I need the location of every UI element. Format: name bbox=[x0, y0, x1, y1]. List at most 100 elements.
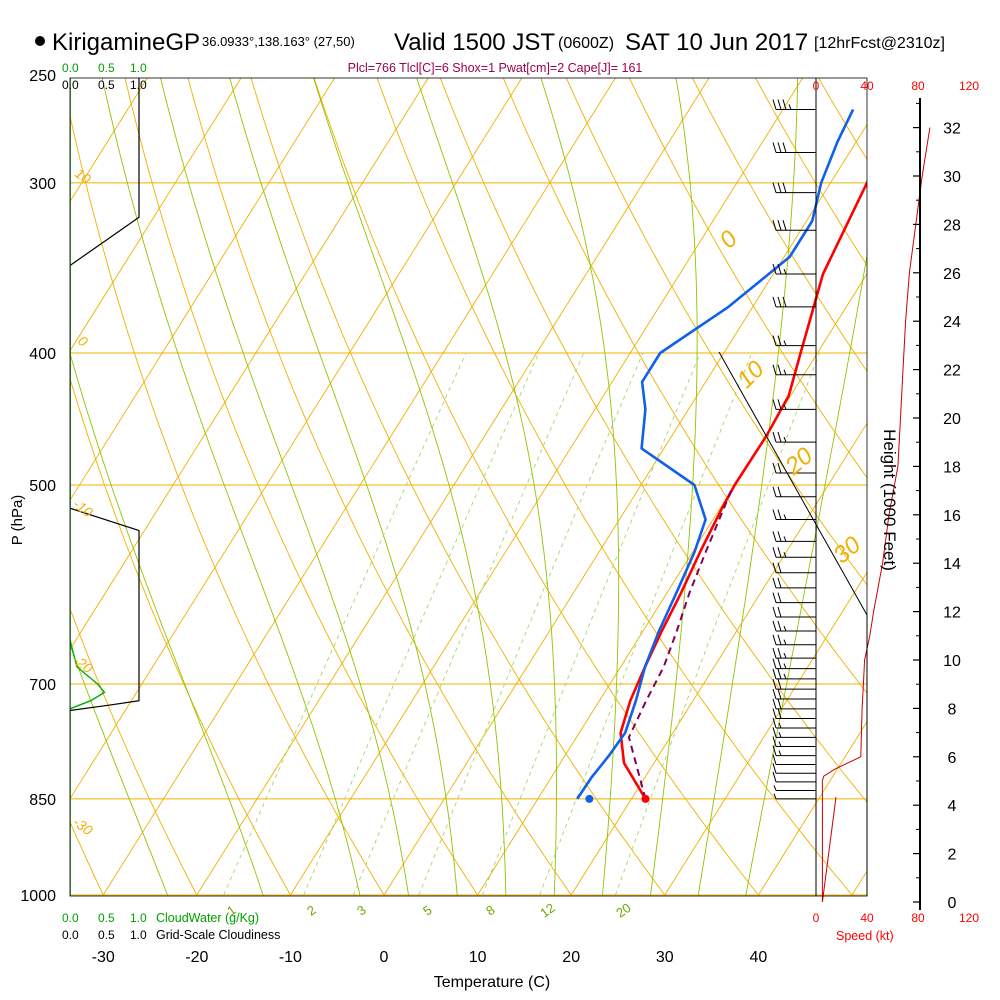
valid-date: SAT 10 Jun 2017 bbox=[625, 29, 808, 56]
cloudwater-scale-bottom: 1.0 bbox=[130, 911, 147, 925]
wind-barb-feather bbox=[777, 658, 782, 669]
height-tick-label: 4 bbox=[948, 798, 957, 815]
cloudwater-line bbox=[70, 78, 106, 895]
height-tick-label: 16 bbox=[943, 508, 961, 525]
cloudiness-line bbox=[70, 78, 140, 712]
wind-barb bbox=[772, 771, 816, 783]
isotherm-line bbox=[102, 78, 616, 896]
wind-barb bbox=[772, 745, 816, 757]
wind-barb bbox=[772, 698, 816, 710]
wind-barb bbox=[772, 668, 816, 680]
wind-barb-feather bbox=[777, 562, 782, 573]
wind-barb bbox=[772, 547, 816, 558]
wind-barb-feather bbox=[772, 577, 777, 589]
wind-barb-feather bbox=[772, 688, 777, 700]
wind-barb-feather bbox=[782, 220, 787, 231]
wind-barb bbox=[772, 220, 816, 231]
wind-barb-half-feather bbox=[788, 104, 792, 110]
plot-border bbox=[69, 77, 868, 897]
dry-adiabat bbox=[124, 78, 479, 896]
wind-barb-half-feather bbox=[778, 732, 782, 738]
mixing-ratio-line bbox=[223, 352, 467, 896]
mixing-ratio-line bbox=[418, 352, 644, 896]
wind-barb-feather bbox=[782, 142, 787, 153]
wind-barb-feather bbox=[777, 547, 782, 558]
height-tick-label: 20 bbox=[943, 411, 961, 428]
wind-barb-feather bbox=[772, 296, 777, 308]
isotherm-line bbox=[196, 78, 710, 896]
wind-barb-feather bbox=[772, 736, 777, 747]
wind-barb-feather bbox=[772, 431, 777, 443]
wind-barb bbox=[772, 717, 816, 729]
wind-barb-feather bbox=[782, 99, 787, 110]
speed-scale-bottom: 80 bbox=[911, 911, 925, 925]
mixing-ratio-line bbox=[303, 352, 540, 896]
wind-barb-feather bbox=[777, 634, 782, 645]
dry-adiabat bbox=[818, 78, 867, 161]
wind-barb-feather bbox=[777, 142, 782, 153]
isotherm-line bbox=[290, 78, 804, 896]
temp-tick-label: 10 bbox=[469, 949, 487, 966]
wind-barb bbox=[772, 708, 816, 719]
wind-barb-feather bbox=[772, 547, 777, 558]
dry-adiabats bbox=[70, 78, 867, 896]
wind-barb-half-feather bbox=[783, 340, 787, 346]
wind-barb-feather bbox=[772, 335, 777, 346]
wind-barb-feather bbox=[777, 708, 782, 719]
temp-tick-label: 30 bbox=[656, 949, 674, 966]
speed-scale-top: 40 bbox=[860, 79, 874, 93]
wind-barb-half-feather bbox=[783, 404, 787, 410]
wind-barb-half-feather bbox=[783, 663, 787, 669]
dry-adiabat bbox=[313, 78, 760, 896]
height-axis-title: Height (1000 Feet) bbox=[880, 429, 899, 571]
wind-barb-feather bbox=[772, 486, 777, 497]
height-tick-label: 12 bbox=[943, 605, 961, 622]
mixing-ratio-label: 2 bbox=[304, 902, 319, 918]
wind-barb-feather bbox=[772, 658, 777, 669]
cloudiness-scale-top: 1.0 bbox=[130, 78, 147, 92]
wind-barb-feather bbox=[777, 592, 782, 603]
dry-adiabat bbox=[439, 78, 867, 803]
wind-barb-feather bbox=[782, 182, 787, 193]
cloudwater-label: CloudWater (g/Kg) bbox=[156, 911, 259, 925]
height-tick-label: 2 bbox=[948, 847, 957, 864]
wind-barb bbox=[772, 577, 816, 589]
plot-frame bbox=[69, 77, 921, 910]
wind-barb-feather bbox=[772, 678, 777, 690]
wind-barb bbox=[773, 793, 816, 800]
temp-tick-label: 0 bbox=[380, 949, 389, 966]
wind-barb-feather bbox=[777, 647, 782, 659]
speed-scale-top: 120 bbox=[959, 79, 979, 93]
wind-barb bbox=[772, 658, 816, 670]
wind-barb-feather bbox=[772, 771, 777, 783]
height-tick-label: 32 bbox=[943, 121, 961, 138]
wind-barb-feather bbox=[772, 763, 777, 774]
wind-barb-feather bbox=[772, 708, 777, 719]
pressure-tick-label: 250 bbox=[29, 68, 56, 85]
wind-speed-line bbox=[821, 127, 931, 903]
height-tick-label: 10 bbox=[943, 653, 961, 670]
wind-barb bbox=[772, 763, 816, 774]
wind-barb-feather bbox=[777, 698, 782, 709]
wind-barb bbox=[772, 634, 816, 646]
speed-scale-bottom: 120 bbox=[959, 911, 979, 925]
isotherm-line bbox=[70, 78, 336, 501]
wind-barb-feather bbox=[777, 577, 782, 589]
cloudiness-label: Grid-Scale Cloudiness bbox=[156, 928, 280, 942]
dry-adiabat bbox=[755, 78, 867, 266]
wind-barb-half-feather bbox=[778, 741, 782, 747]
dry-adiabat bbox=[502, 78, 867, 694]
dry-adiabat bbox=[691, 78, 867, 373]
temp-tick-label: -30 bbox=[92, 949, 115, 966]
wind-barb-half-feather bbox=[783, 625, 787, 632]
moist-adiabat bbox=[649, 78, 698, 896]
wind-barb-feather bbox=[772, 399, 777, 410]
moist-adiabat bbox=[313, 78, 507, 896]
speed-scale-bottom: 0 bbox=[813, 911, 820, 925]
theta-label: -10 bbox=[70, 496, 96, 521]
wind-barb-feather bbox=[772, 727, 777, 738]
wind-barb-feather bbox=[772, 606, 777, 618]
wind-barb-feather bbox=[772, 562, 777, 573]
mixing-ratio-lines bbox=[223, 352, 821, 896]
station-marker-icon bbox=[35, 36, 45, 46]
